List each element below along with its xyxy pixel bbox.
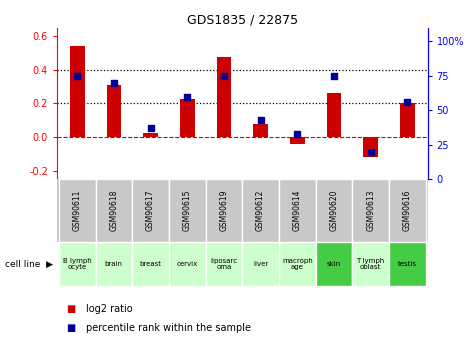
Text: GSM90613: GSM90613 [366,190,375,231]
Text: GSM90620: GSM90620 [330,190,339,231]
Bar [95,179,132,242]
Point [330,73,338,79]
Text: GSM90612: GSM90612 [256,190,265,231]
Bar [59,241,95,286]
Bar [389,179,426,242]
Bar [132,179,169,242]
Bar [352,179,389,242]
Bar [315,179,352,242]
Text: brain: brain [105,261,123,267]
Text: B lymph
ocyte: B lymph ocyte [63,258,92,270]
Text: percentile rank within the sample: percentile rank within the sample [86,323,250,333]
Bar [315,241,352,286]
Text: ■: ■ [66,323,76,333]
Point [404,99,411,105]
Point [294,131,301,137]
Bar [400,103,415,137]
Point [367,149,374,155]
Text: GSM90614: GSM90614 [293,190,302,231]
Text: GSM90611: GSM90611 [73,190,82,231]
Bar [132,241,169,286]
Bar [169,241,206,286]
Bar [180,99,195,137]
Bar [290,137,304,144]
Bar [327,92,342,137]
Text: liposarc
oma: liposarc oma [210,258,238,270]
Bar [70,46,85,137]
Bar [242,241,279,286]
Bar [59,179,95,242]
Text: skin: skin [327,261,341,267]
Point [220,73,228,79]
Text: GSM90619: GSM90619 [219,190,228,231]
Text: cervix: cervix [177,261,198,267]
Text: log2 ratio: log2 ratio [86,304,132,314]
Bar [279,179,315,242]
Bar [242,179,279,242]
Text: GSM90618: GSM90618 [109,190,118,231]
Text: GSM90616: GSM90616 [403,190,412,231]
Text: testis: testis [398,261,417,267]
Text: cell line  ▶: cell line ▶ [5,259,53,268]
Point [73,73,81,79]
Title: GDS1835 / 22875: GDS1835 / 22875 [187,13,298,27]
Text: breast: breast [140,261,162,267]
Bar [352,241,389,286]
Text: macroph
age: macroph age [282,258,313,270]
Text: GSM90617: GSM90617 [146,190,155,231]
Bar [206,179,242,242]
Bar [95,241,132,286]
Bar [389,241,426,286]
Bar [253,124,268,137]
Bar [106,85,121,137]
Bar [143,133,158,137]
Text: T lymph
oblast: T lymph oblast [357,258,385,270]
Bar [363,137,378,157]
Text: GSM90615: GSM90615 [183,190,192,231]
Bar [206,241,242,286]
Point [183,94,191,99]
Text: ■: ■ [66,304,76,314]
Text: liver: liver [253,261,268,267]
Bar [279,241,315,286]
Bar [169,179,206,242]
Point [257,117,265,123]
Bar [217,57,231,137]
Point [147,126,154,131]
Point [110,80,118,86]
